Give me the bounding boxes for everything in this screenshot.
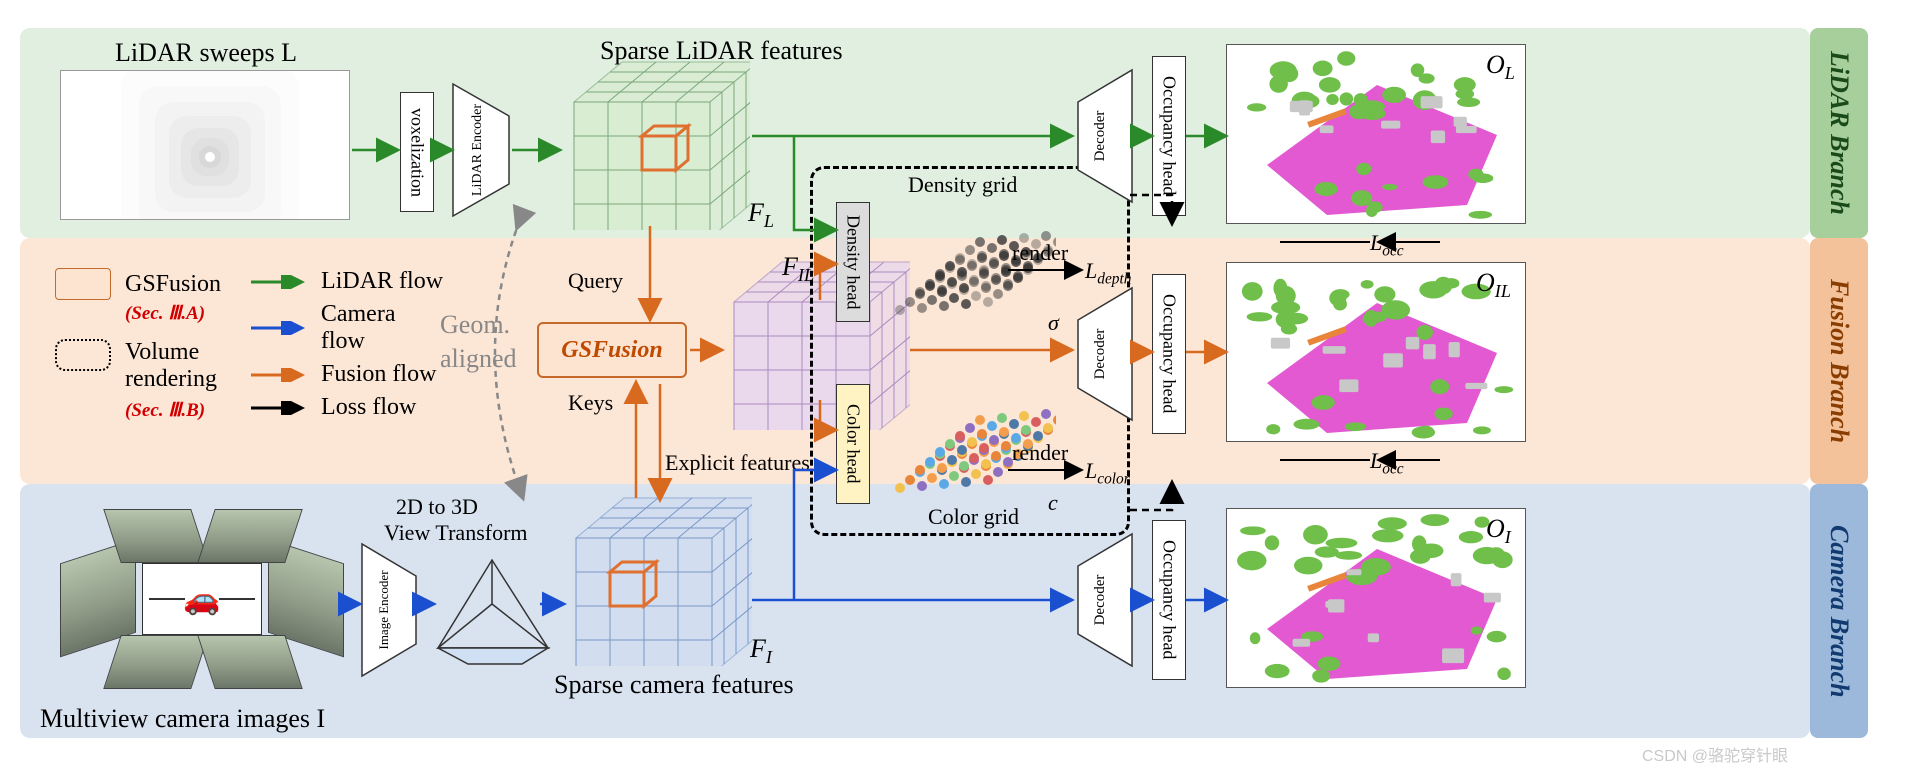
legend-rendering-label: rendering (125, 366, 217, 393)
svg-text:Decoder: Decoder (1092, 575, 1108, 626)
color-head-module: Color head (836, 384, 870, 504)
watermark: CSDN @骆驼穿针眼 (1642, 742, 1788, 766)
lidar-feature-cube (560, 60, 750, 230)
vt-label1: 2D to 3D (396, 494, 478, 520)
lidar-encoder: LiDAR Encoder (447, 80, 517, 220)
explicit-feat-label: Explicit features (665, 450, 810, 476)
voxelization-module: voxelization (400, 92, 434, 212)
view-transform-icon (428, 548, 558, 668)
svg-text:Decoder: Decoder (1092, 111, 1108, 162)
occupancy-head-camera: Occupancy head (1152, 520, 1186, 680)
legend-gsfusion-swatch (55, 268, 111, 300)
svg-text:Decoder: Decoder (1092, 329, 1108, 380)
occupancy-head-fusion: Occupancy head (1152, 274, 1186, 434)
output-fusion-symbol: OIL (1476, 268, 1511, 302)
render-color-label: render (1012, 440, 1068, 466)
legend-camera-flow: Camera flow (321, 301, 445, 355)
camera-feat-label: Sparse camera features (554, 670, 794, 700)
architecture-diagram: LiDAR Branch Fusion Branch Camera Branch… (0, 0, 1908, 772)
camera-input-label: Multiview camera images I (40, 704, 325, 734)
sigma-symbol: σ (1048, 310, 1059, 336)
lidar-branch-tab: LiDAR Branch (1810, 28, 1868, 238)
geom-label: Geom. (440, 310, 510, 340)
gsfusion-module: GSFusion (537, 322, 687, 378)
decoder-fusion: Decoder (1070, 284, 1140, 424)
output-camera (1226, 508, 1526, 688)
legend-fusion-flow: Fusion flow (321, 361, 436, 388)
camera-images: 🚗 (50, 505, 350, 695)
camera-feat-symbol: FI (750, 634, 772, 668)
output-camera-symbol: OI (1486, 514, 1511, 548)
density-head-module: Density head (836, 202, 870, 322)
lidar-feat-symbol: FL (748, 198, 774, 232)
render-depth-label: render (1012, 240, 1068, 266)
svg-text:Image Encoder: Image Encoder (376, 570, 391, 650)
aligned-label: aligned (440, 344, 517, 374)
legend-sec-b: (Sec. Ⅲ.B) (125, 399, 221, 422)
lidar-input-label: LiDAR sweeps L (115, 38, 297, 68)
legend-volren-swatch (55, 339, 111, 371)
fusion-branch-tab: Fusion Branch (1810, 238, 1868, 484)
legend-gsfusion-label: GSFusion (125, 271, 221, 298)
output-lidar (1226, 44, 1526, 224)
legend-sec-a: (Sec. Ⅲ.A) (125, 302, 221, 325)
image-encoder: Image Encoder (356, 540, 422, 680)
camera-feature-cube (562, 496, 752, 666)
legend: GSFusion (Sec. Ⅲ.A) Volume rendering (Se… (55, 268, 445, 427)
legend-lidar-flow: LiDAR flow (321, 268, 443, 295)
locc-fusion: Locc (1370, 448, 1404, 478)
decoder-lidar: Decoder (1070, 66, 1140, 206)
occupancy-head-lidar: Occupancy head (1152, 56, 1186, 216)
legend-loss-flow: Loss flow (321, 394, 416, 421)
output-lidar-symbol: OL (1486, 50, 1515, 84)
decoder-camera: Decoder (1070, 530, 1140, 670)
c-symbol: c (1048, 490, 1058, 516)
legend-volume-label: Volume (125, 339, 217, 366)
keys-label: Keys (568, 390, 613, 416)
vt-label2: View Transform (384, 520, 528, 546)
lidar-sweeps-image (60, 70, 350, 220)
svg-text:LiDAR Encoder: LiDAR Encoder (470, 104, 485, 196)
query-label: Query (568, 268, 623, 294)
l-color-symbol: Lcolor (1085, 458, 1130, 488)
camera-branch-tab: Camera Branch (1810, 484, 1868, 738)
locc-lidar: Locc (1370, 230, 1404, 260)
car-icon: 🚗 (183, 582, 220, 617)
